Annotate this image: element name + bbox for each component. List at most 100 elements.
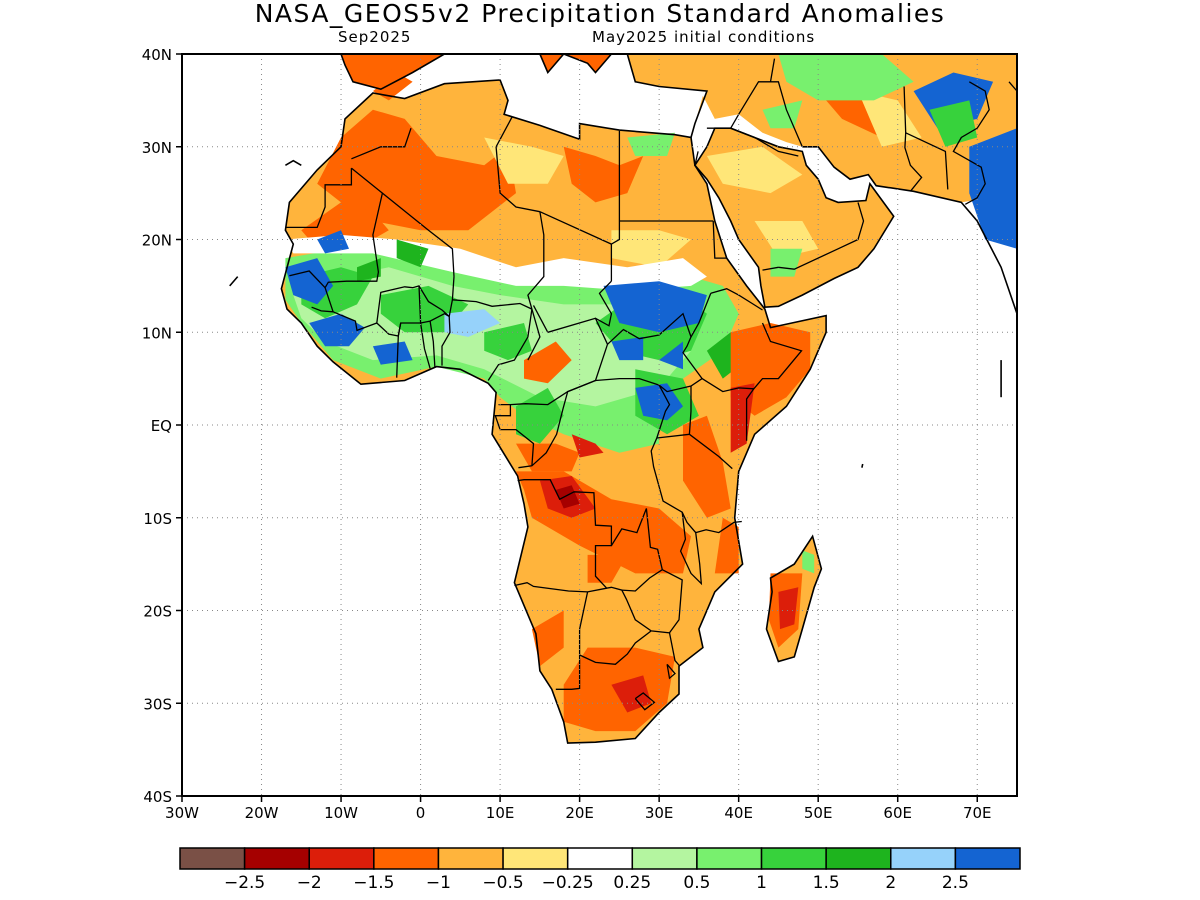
coastline bbox=[765, 534, 823, 663]
island bbox=[284, 159, 302, 166]
country-border bbox=[452, 299, 533, 310]
country-border bbox=[517, 479, 680, 666]
country-border bbox=[952, 81, 990, 205]
country-border bbox=[495, 116, 513, 148]
colorbar-swatch bbox=[696, 847, 763, 870]
country-border bbox=[679, 512, 703, 586]
country-border bbox=[701, 322, 803, 393]
anomaly-region bbox=[603, 281, 707, 333]
country-border bbox=[666, 663, 676, 680]
country-border bbox=[285, 168, 353, 229]
country-border bbox=[595, 312, 704, 393]
anomaly-region bbox=[969, 128, 1017, 249]
anomaly-region bbox=[683, 415, 731, 518]
country-border bbox=[656, 433, 690, 439]
anomaly-region bbox=[396, 239, 429, 268]
colorbar-swatch bbox=[890, 847, 957, 870]
anomaly-region bbox=[571, 434, 604, 458]
colorbar-swatch bbox=[179, 847, 246, 870]
anomaly-region bbox=[627, 132, 675, 156]
colorbar-swatch bbox=[308, 847, 375, 870]
lat-tick-label: 10S bbox=[143, 510, 172, 528]
anomaly-region bbox=[587, 554, 628, 583]
lat-tick-label: 20S bbox=[143, 603, 172, 621]
country-border bbox=[429, 320, 436, 368]
colorbar-swatch bbox=[502, 847, 569, 870]
country-border bbox=[579, 630, 652, 665]
coastline bbox=[802, 146, 1017, 314]
anomaly-region bbox=[659, 341, 683, 370]
country-border bbox=[710, 288, 763, 311]
lon-tick-label: 20E bbox=[565, 804, 594, 822]
country-border bbox=[376, 276, 455, 337]
colorbar-label: 2 bbox=[885, 873, 896, 893]
anomaly-region bbox=[484, 137, 564, 184]
country-border bbox=[650, 384, 742, 534]
anomaly-region bbox=[317, 230, 349, 254]
country-border bbox=[324, 192, 384, 332]
initial-conditions: May2025 initial conditions bbox=[592, 28, 816, 46]
country-border bbox=[555, 629, 581, 690]
anomaly-region bbox=[444, 309, 501, 337]
axis-ticks: 30W 20W 10W 0 10E 20E 30E 40E 50E 60E 70E 40N 30N 20N… bbox=[142, 46, 992, 822]
precipitation-anomaly-field bbox=[281, 54, 1017, 744]
colorbar-label: 1 bbox=[756, 873, 767, 893]
country-border bbox=[662, 569, 683, 634]
country-border bbox=[610, 508, 664, 592]
colorbar-swatch bbox=[825, 847, 892, 870]
country-border bbox=[539, 211, 612, 245]
coastline bbox=[340, 54, 445, 91]
colorbar-swatch bbox=[631, 847, 698, 870]
anomaly-region bbox=[635, 383, 683, 421]
country-border bbox=[441, 316, 451, 366]
anomaly-region bbox=[611, 230, 691, 268]
country-border bbox=[418, 285, 431, 369]
lat-tick-label: 30N bbox=[142, 139, 172, 157]
colorbar-swatch bbox=[437, 847, 504, 870]
lat-tick-label: 40S bbox=[143, 788, 172, 806]
anomaly-region bbox=[524, 341, 572, 384]
lat-tick-label: 30S bbox=[143, 695, 172, 713]
colorbar-label: −0.25 bbox=[542, 873, 594, 893]
anomaly-region bbox=[714, 517, 739, 574]
colorbar-label: 1.5 bbox=[813, 873, 840, 893]
lon-tick-label: 10E bbox=[486, 804, 515, 822]
anomaly-region bbox=[611, 675, 652, 713]
country-border bbox=[578, 591, 589, 630]
lon-tick-label: 0 bbox=[416, 804, 426, 822]
island bbox=[861, 463, 864, 468]
colorbar-swatch bbox=[373, 847, 440, 870]
lon-tick-label: 60E bbox=[883, 804, 912, 822]
anomaly-region bbox=[611, 336, 644, 361]
lat-tick-label: 20N bbox=[142, 232, 172, 250]
country-border bbox=[694, 151, 699, 166]
anomaly-region bbox=[762, 100, 803, 129]
anomaly-region bbox=[372, 341, 413, 365]
colorbar-label: 2.5 bbox=[942, 873, 969, 893]
country-border bbox=[706, 127, 799, 157]
colorbar-swatch bbox=[243, 847, 310, 870]
anomaly-region bbox=[309, 313, 365, 347]
anomaly-region bbox=[778, 587, 799, 630]
lat-tick-label: 10N bbox=[142, 324, 172, 342]
country-border bbox=[745, 388, 755, 441]
country-border bbox=[690, 293, 712, 338]
coastline bbox=[626, 54, 709, 138]
colorbar-label: −0.5 bbox=[482, 873, 523, 893]
coastline bbox=[693, 127, 895, 309]
country-border bbox=[778, 202, 865, 270]
lon-tick-label: 40E bbox=[724, 804, 753, 822]
colorbar-swatch bbox=[760, 847, 827, 870]
coastlines bbox=[229, 54, 1017, 744]
anomaly-region bbox=[285, 258, 334, 305]
country-border bbox=[610, 131, 621, 282]
country-border bbox=[595, 280, 613, 327]
anomaly-region bbox=[317, 109, 516, 231]
country-border bbox=[905, 132, 949, 190]
lat-tick-label: 40N bbox=[142, 46, 172, 64]
gridlines bbox=[182, 54, 1017, 796]
lon-tick-label: 20W bbox=[245, 804, 279, 822]
colorbar: −2.5 −2 −1.5 −1 −0.5 −0.25 0.25 0.5 1 1.5 2 2.5 bbox=[179, 847, 1021, 893]
country-border bbox=[762, 266, 779, 271]
country-border bbox=[1008, 81, 1017, 92]
